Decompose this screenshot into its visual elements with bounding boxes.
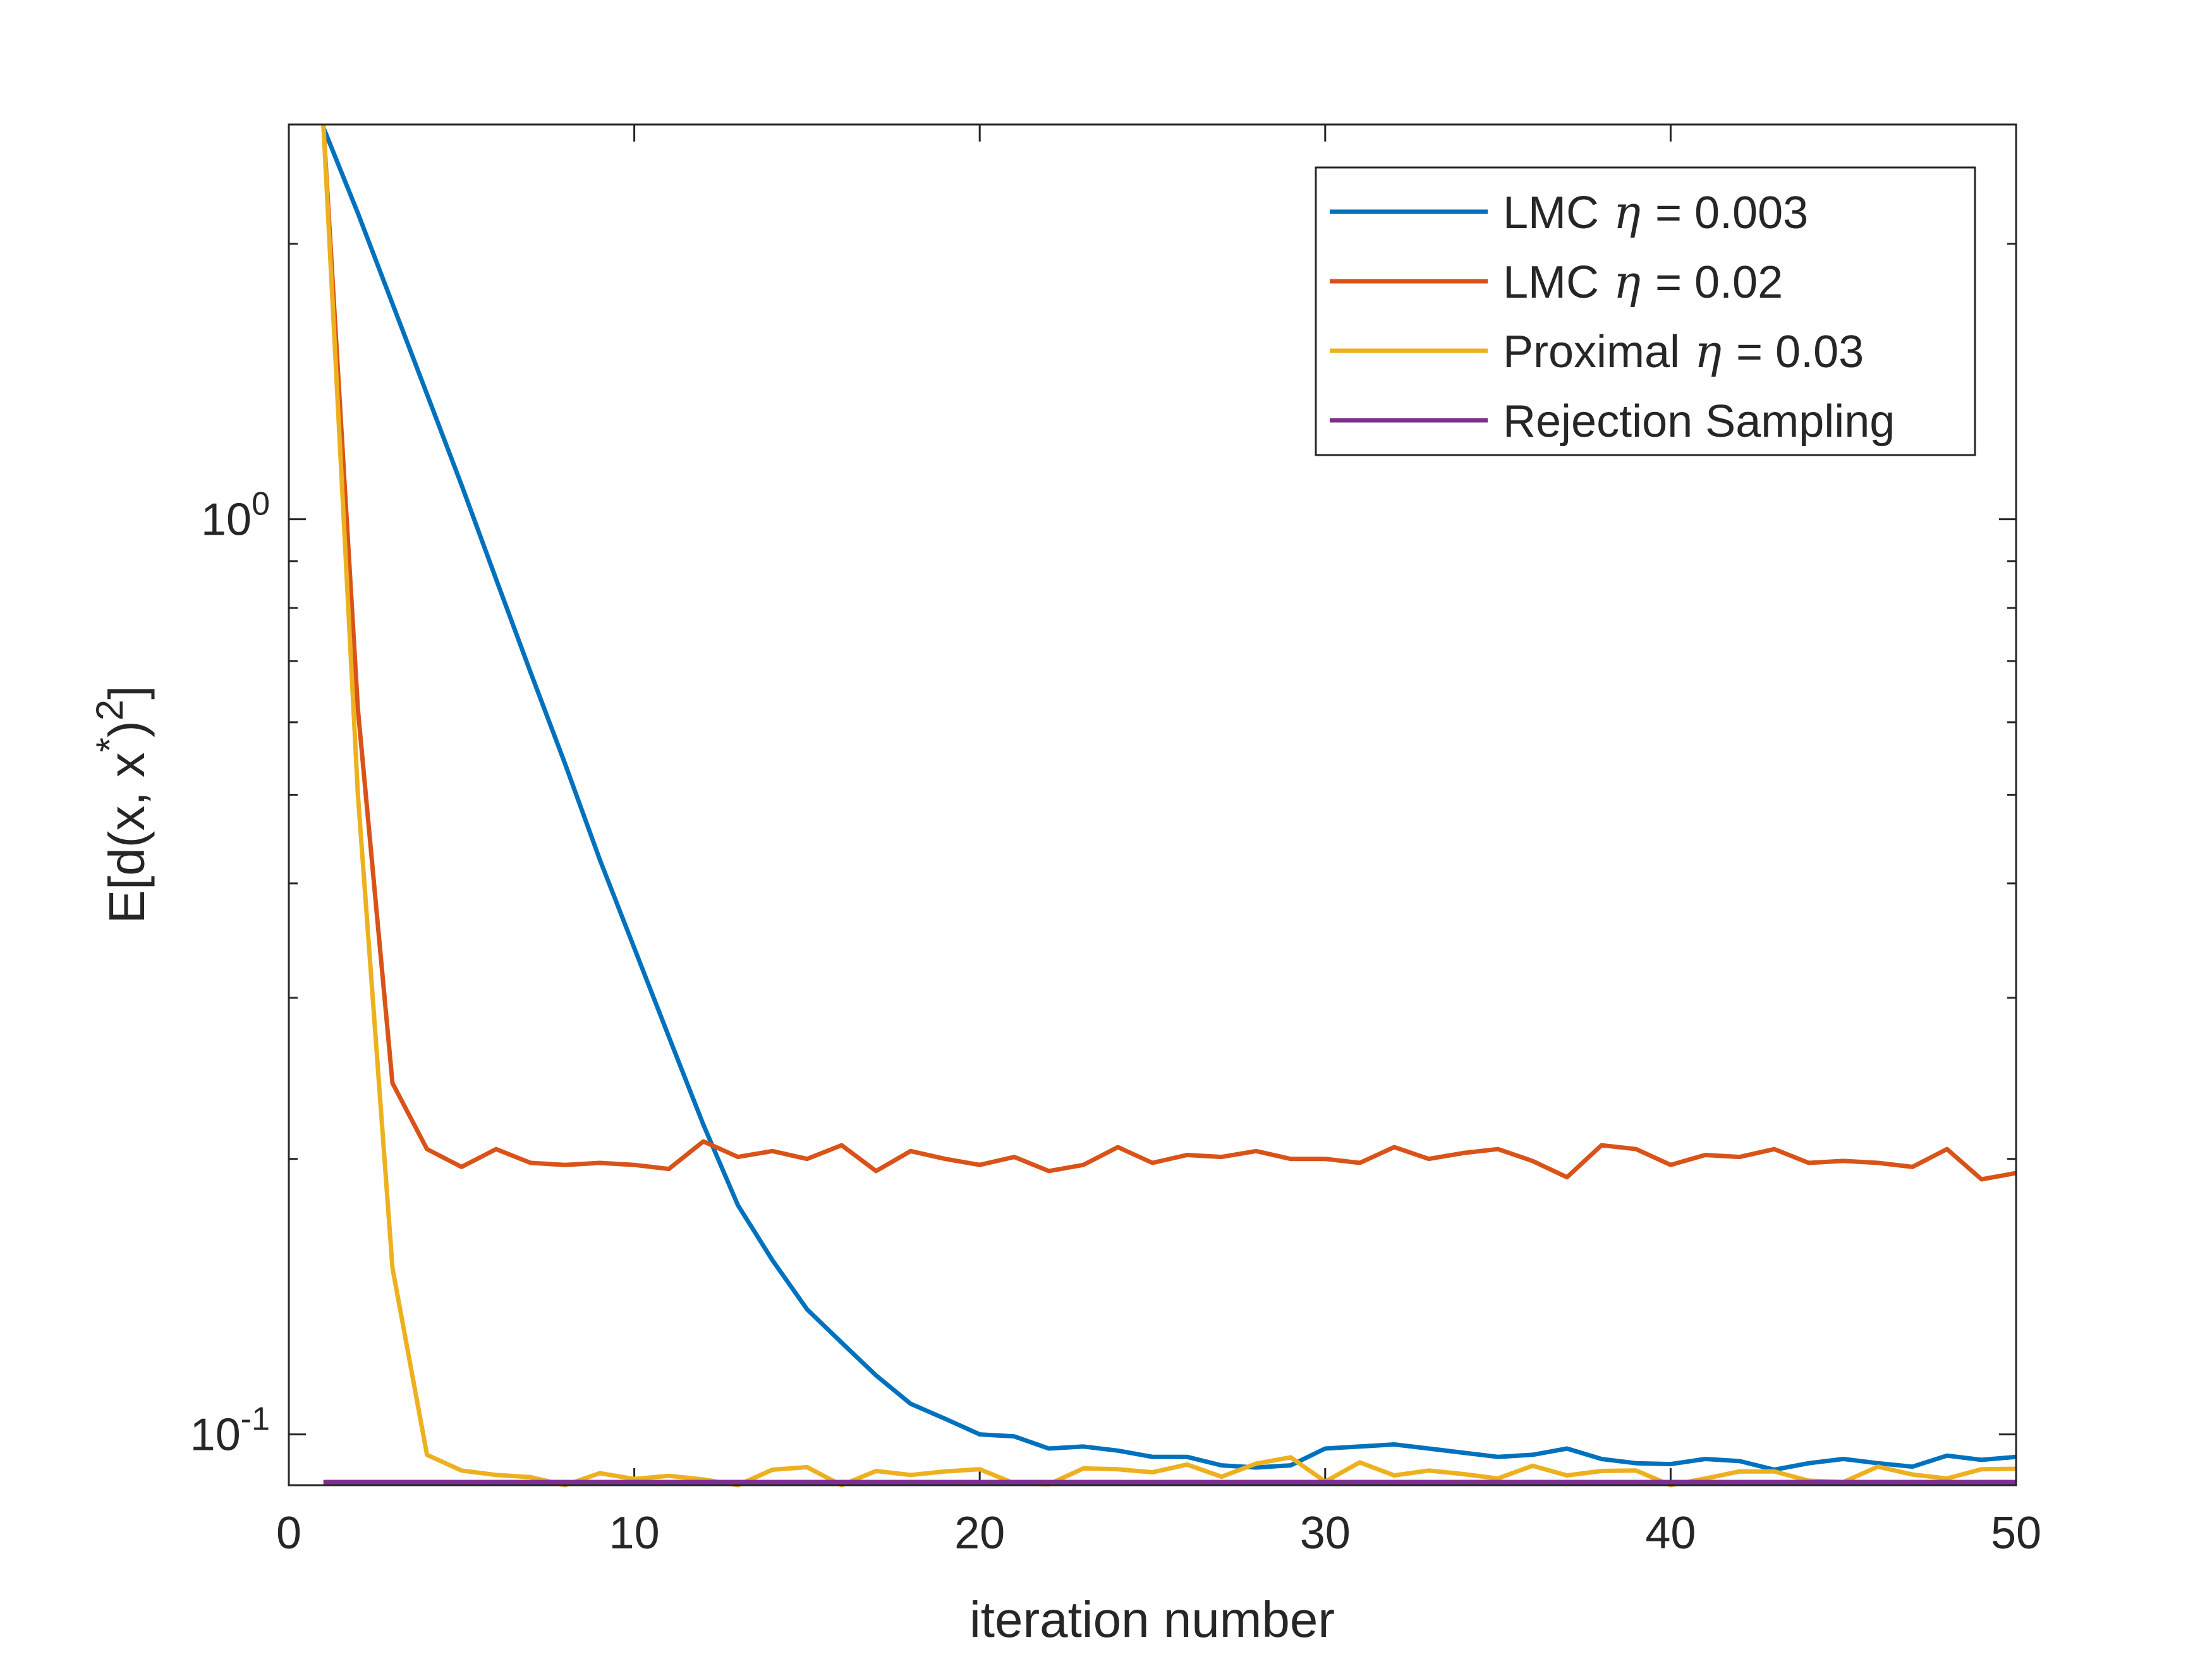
x-tick-label: 40 bbox=[1645, 1508, 1696, 1559]
data-point bbox=[1117, 1450, 1118, 1451]
y-label-close: ) bbox=[99, 720, 155, 738]
data-point bbox=[1048, 1170, 1049, 1171]
data-point bbox=[1428, 1158, 1429, 1159]
y-label-suffix: ] bbox=[99, 686, 155, 700]
legend-label: Proximal η = 0.03 bbox=[1503, 325, 1864, 378]
data-point bbox=[876, 1170, 877, 1171]
legend-item: Rejection Sampling bbox=[1330, 396, 1895, 447]
x-tick-label: 50 bbox=[1991, 1508, 2041, 1559]
y-label-prefix: E[d(x, x bbox=[99, 752, 155, 923]
data-point bbox=[1601, 1145, 1602, 1146]
series-3 bbox=[321, 124, 2017, 1488]
data-point bbox=[1152, 1472, 1153, 1473]
data-point bbox=[392, 303, 393, 304]
data-point bbox=[1152, 1163, 1153, 1164]
data-point bbox=[772, 1469, 773, 1470]
data-point bbox=[530, 1477, 531, 1478]
data-point bbox=[1981, 1459, 1982, 1460]
data-point bbox=[1359, 1446, 1360, 1447]
data-point bbox=[1428, 1470, 1429, 1471]
series-line bbox=[321, 124, 2017, 1182]
data-point bbox=[772, 1151, 773, 1152]
data-point bbox=[841, 1342, 842, 1343]
data-point bbox=[461, 1470, 462, 1471]
data-point bbox=[1912, 1466, 1913, 1467]
data-point bbox=[1394, 1444, 1395, 1445]
legend: LMC η = 0.003 LMC η = 0.02 Proximal η = 0.… bbox=[1315, 166, 1976, 456]
data-point bbox=[1221, 1476, 1222, 1477]
y-axis-label: E[d(x, x*)2] bbox=[88, 686, 155, 924]
data-point bbox=[1394, 1475, 1395, 1476]
data-point bbox=[1117, 1147, 1118, 1148]
data-point bbox=[1705, 1478, 1706, 1479]
data-point bbox=[772, 1260, 773, 1261]
x-tick-label: 30 bbox=[1300, 1508, 1351, 1559]
series-1 bbox=[321, 126, 2017, 1472]
y-label-star: * bbox=[88, 738, 131, 752]
data-point bbox=[599, 859, 600, 860]
data-point bbox=[1981, 1179, 1982, 1180]
legend-label: LMC η = 0.003 bbox=[1503, 186, 1808, 239]
legend-item: LMC η = 0.02 bbox=[1330, 255, 1783, 308]
data-point bbox=[530, 1163, 531, 1164]
data-point bbox=[806, 1158, 807, 1159]
data-point bbox=[496, 1474, 497, 1475]
data-point bbox=[1083, 1446, 1084, 1447]
x-tick-labels: 0 10 20 30 40 50 bbox=[276, 1508, 2041, 1559]
data-point bbox=[1912, 1474, 1913, 1475]
series-2 bbox=[321, 124, 2017, 1182]
data-point bbox=[806, 1467, 807, 1468]
data-point bbox=[1532, 1454, 1533, 1455]
legend-item: LMC η = 0.003 bbox=[1330, 186, 1808, 239]
data-point bbox=[323, 1482, 324, 1483]
y-tick-label: 10-1 bbox=[190, 1401, 270, 1461]
x-tick-label: 10 bbox=[609, 1508, 660, 1559]
data-point bbox=[1083, 1468, 1084, 1469]
x-tick-label: 0 bbox=[276, 1508, 301, 1559]
x-tick-label: 20 bbox=[954, 1508, 1005, 1559]
legend-item: Proximal η = 0.03 bbox=[1330, 325, 1864, 378]
data-point bbox=[1843, 1160, 1844, 1161]
series-line bbox=[321, 124, 2017, 1488]
data-point bbox=[806, 1309, 807, 1310]
data-point bbox=[599, 1163, 600, 1164]
legend-label: Rejection Sampling bbox=[1503, 396, 1895, 447]
plot-frame bbox=[288, 123, 2017, 1486]
legend-box bbox=[1315, 166, 1976, 456]
data-point bbox=[1221, 1465, 1222, 1466]
x-axis-label: iteration number bbox=[969, 1591, 1335, 1648]
data-point bbox=[496, 1149, 497, 1150]
data-point bbox=[1394, 1147, 1395, 1148]
data-point bbox=[1774, 1149, 1775, 1150]
series-layer bbox=[321, 124, 2017, 1488]
y-label-power: 2 bbox=[88, 700, 131, 720]
data-point bbox=[1463, 1452, 1464, 1453]
data-point bbox=[1187, 1464, 1188, 1465]
data-point bbox=[876, 1375, 877, 1376]
data-point bbox=[565, 764, 566, 765]
data-point bbox=[634, 948, 635, 949]
data-point bbox=[496, 579, 497, 580]
data-point bbox=[599, 1473, 600, 1474]
data-point bbox=[634, 1479, 635, 1480]
data-point bbox=[1774, 1471, 1775, 1472]
data-point bbox=[1359, 1163, 1360, 1164]
data-point bbox=[910, 1474, 911, 1475]
data-point bbox=[910, 1151, 911, 1152]
data-point bbox=[841, 1145, 842, 1146]
data-point bbox=[1739, 1471, 1740, 1472]
y-tick-labels: 100 10-1 bbox=[190, 486, 270, 1461]
series-4 bbox=[323, 1480, 2016, 1485]
legend-label: LMC η = 0.02 bbox=[1503, 255, 1783, 308]
series-line bbox=[321, 126, 2017, 1472]
data-point bbox=[1532, 1160, 1533, 1161]
y-tick-label: 100 bbox=[201, 486, 270, 545]
data-point bbox=[530, 672, 531, 673]
